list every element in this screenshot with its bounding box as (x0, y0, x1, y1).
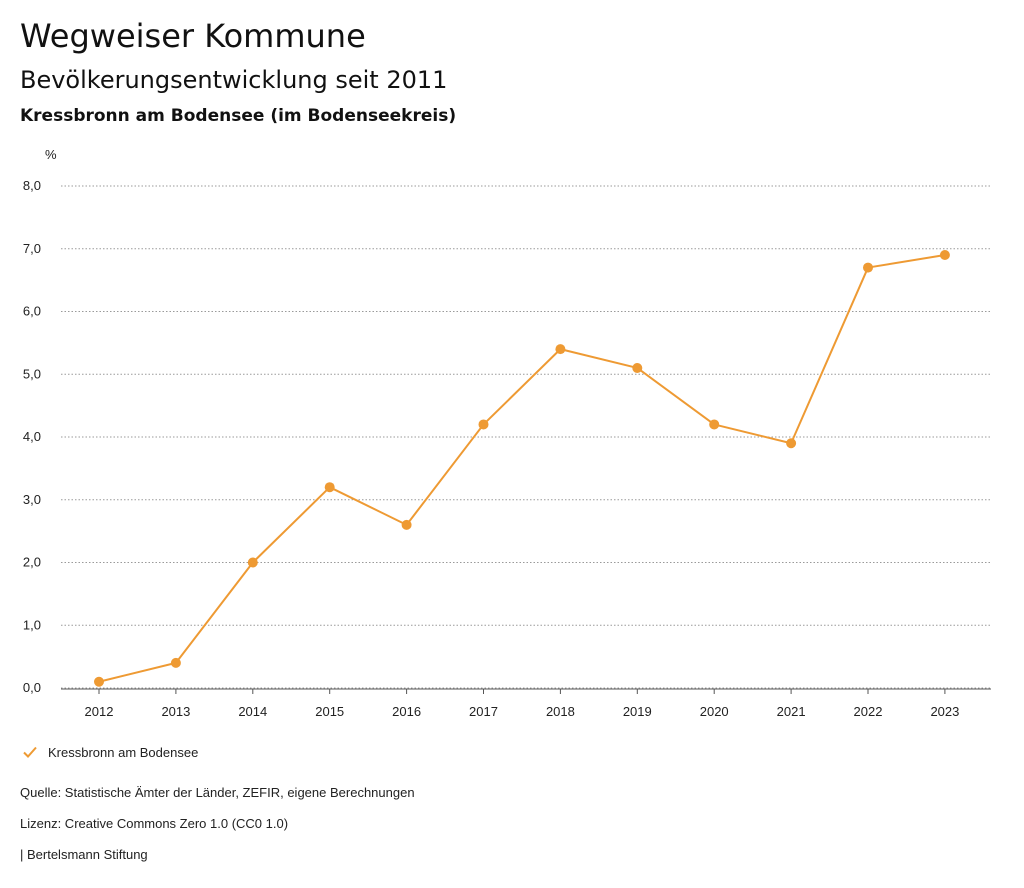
data-point[interactable] (94, 676, 104, 687)
x-tick-label: 2020 (700, 704, 729, 719)
x-tick-label: 2016 (392, 704, 421, 719)
x-tick-label: 2012 (85, 704, 114, 719)
y-tick-label: 5,0 (23, 366, 41, 381)
data-point[interactable] (555, 344, 566, 355)
y-tick-label: 1,0 (23, 617, 41, 632)
legend-label: Kressbronn am Bodensee (48, 744, 199, 760)
data-point[interactable] (863, 262, 873, 273)
publisher-note: | Bertelsmann Stiftung (20, 847, 148, 862)
data-point[interactable] (632, 362, 643, 373)
x-tick-label: 2023 (930, 704, 959, 719)
gridlines (61, 185, 991, 689)
y-tick-label: 4,0 (23, 429, 41, 444)
data-point[interactable] (478, 419, 489, 430)
x-tick-label: 2018 (546, 704, 575, 719)
data-point[interactable] (247, 557, 258, 568)
data-point[interactable] (170, 657, 181, 668)
x-axis: 2012 2013 2014 2015 2016 2017 2018 2019 2020 2021… (61, 688, 991, 719)
chart-subtitle: Bevölkerungsentwicklung seit 2011 (20, 66, 448, 94)
data-point[interactable] (786, 438, 797, 449)
x-tick-label: 2013 (161, 704, 190, 719)
y-tick-label: 0,0 (23, 680, 41, 695)
series-line-group (98, 254, 946, 683)
data-point[interactable] (709, 419, 720, 430)
data-points (94, 250, 950, 687)
source-note: Quelle: Statistische Ämter der Länder, Z… (20, 785, 415, 800)
check-icon (23, 746, 37, 758)
x-tick-label: 2014 (238, 704, 267, 719)
license-note: Lizenz: Creative Commons Zero 1.0 (CC0 1… (20, 816, 289, 831)
y-tick-label: 7,0 (23, 241, 41, 256)
x-tick-label: 2017 (469, 704, 498, 719)
x-tick-label: 2015 (315, 704, 344, 719)
y-tick-label: 2,0 (23, 555, 41, 570)
chart-legend[interactable]: Kressbronn am Bodensee (22, 744, 198, 760)
x-tick-label: 2022 (854, 704, 883, 719)
data-point[interactable] (324, 482, 335, 493)
data-point[interactable] (939, 250, 950, 261)
y-tick-label: 3,0 (23, 492, 41, 507)
y-tick-label: 8,0 (23, 178, 41, 193)
x-tick-label: 2021 (777, 704, 806, 719)
y-tick-label: 6,0 (23, 304, 41, 319)
x-tick-label: 2019 (623, 704, 652, 719)
y-axis-ticks: 0,0 1,0 2,0 3,0 4,0 5,0 6,0 7,0 8,0 (23, 178, 41, 695)
chart-title: Wegweiser Kommune (20, 17, 366, 55)
region-name: Kressbronn am Bodensee (im Bodenseekreis… (20, 106, 457, 126)
line-chart: % 0,01,02,03,04,05,06,07,08,0 2012 2013 20… (23, 147, 991, 719)
series-line (98, 254, 946, 683)
y-axis-unit-label: % (45, 147, 57, 162)
data-point[interactable] (401, 519, 412, 530)
